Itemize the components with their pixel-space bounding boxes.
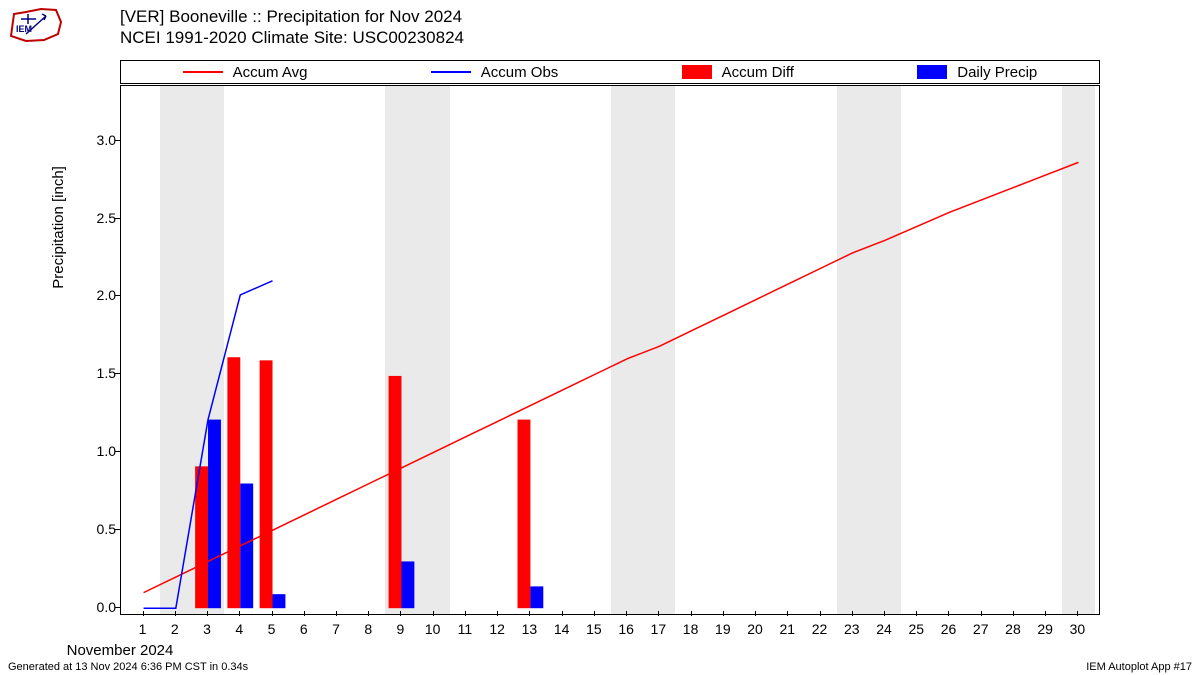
y-tick-label: 0.5 — [76, 521, 116, 537]
legend-accum-avg: Accum Avg — [183, 64, 308, 81]
x-tick-label: 3 — [203, 621, 211, 637]
footer-left: Generated at 13 Nov 2024 6:36 PM CST in … — [8, 661, 248, 673]
chart-area — [120, 85, 1100, 615]
x-tick-label: 2 — [171, 621, 179, 637]
x-tick-label: 26 — [941, 621, 957, 637]
y-tick-label: 0.0 — [76, 599, 116, 615]
x-tick-label: 23 — [844, 621, 860, 637]
y-tick-label: 2.5 — [76, 210, 116, 226]
title-line-2: NCEI 1991-2020 Climate Site: USC00230824 — [120, 27, 464, 48]
x-tick-label: 30 — [1070, 621, 1086, 637]
y-tick-label: 3.0 — [76, 132, 116, 148]
bar — [401, 561, 414, 608]
x-tick-label: 4 — [235, 621, 243, 637]
x-tick-label: 10 — [425, 621, 441, 637]
x-tick-label: 16 — [618, 621, 634, 637]
x-tick-label: 5 — [268, 621, 276, 637]
bar — [518, 420, 531, 609]
iem-logo: IEM — [6, 4, 66, 44]
x-tick-label: 21 — [780, 621, 796, 637]
x-tick-label: 6 — [300, 621, 308, 637]
bar — [208, 420, 221, 609]
title-line-1: [VER] Booneville :: Precipitation for No… — [120, 6, 464, 27]
x-tick-label: 13 — [522, 621, 538, 637]
x-tick-label: 18 — [683, 621, 699, 637]
x-tick-label: 8 — [364, 621, 372, 637]
x-tick-label: 11 — [458, 621, 473, 637]
x-tick-label: 9 — [397, 621, 405, 637]
x-tick-label: 29 — [1037, 621, 1053, 637]
x-tick-label: 14 — [554, 621, 570, 637]
x-tick-label: 20 — [747, 621, 763, 637]
legend: Accum Avg Accum Obs Accum Diff Daily Pre… — [120, 60, 1100, 84]
bar — [227, 357, 240, 608]
legend-box-icon — [917, 65, 947, 79]
bar — [240, 484, 253, 609]
y-tick-label: 1.5 — [76, 365, 116, 381]
x-tick-label: 12 — [489, 621, 505, 637]
x-tick-label: 28 — [1005, 621, 1021, 637]
x-tick-label: 15 — [586, 621, 602, 637]
footer-right: IEM Autoplot App #17 — [1086, 661, 1192, 673]
legend-line-icon — [183, 71, 223, 73]
chart-title: [VER] Booneville :: Precipitation for No… — [120, 6, 464, 49]
y-tick-label: 1.0 — [76, 443, 116, 459]
x-tick-label: 27 — [973, 621, 989, 637]
x-axis-label: November 2024 — [0, 642, 610, 659]
x-tick-label: 19 — [715, 621, 731, 637]
bar — [530, 586, 543, 608]
legend-accum-diff: Accum Diff — [682, 64, 794, 81]
y-tick-label: 2.0 — [76, 287, 116, 303]
legend-accum-obs: Accum Obs — [431, 64, 559, 81]
line — [144, 162, 1079, 592]
bar — [260, 360, 273, 608]
x-tick-label: 7 — [332, 621, 340, 637]
x-tick-label: 17 — [651, 621, 667, 637]
legend-line-icon — [431, 71, 471, 73]
chart-svg — [121, 86, 1101, 616]
x-tick-label: 22 — [812, 621, 828, 637]
bar — [389, 376, 402, 608]
legend-box-icon — [682, 65, 712, 79]
x-tick-label: 25 — [908, 621, 924, 637]
x-tick-label: 1 — [139, 621, 147, 637]
x-tick-label: 24 — [876, 621, 892, 637]
y-axis-label: Precipitation [inch] — [50, 166, 67, 289]
legend-daily-precip: Daily Precip — [917, 64, 1037, 81]
svg-text:IEM: IEM — [16, 24, 32, 34]
bar — [273, 594, 286, 608]
